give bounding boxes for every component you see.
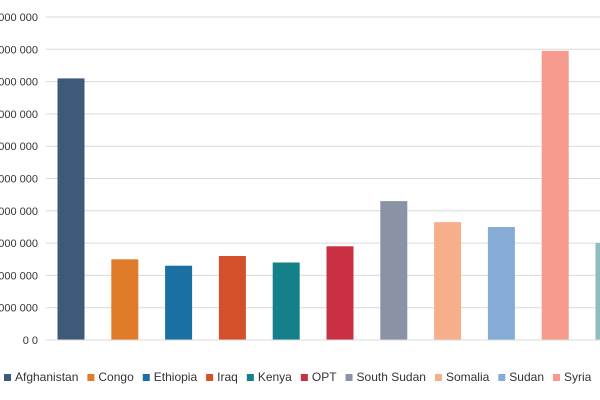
legend-marker-opt <box>300 374 308 381</box>
y-tick-label: 0 0 <box>23 335 38 347</box>
bar-south-sudan <box>380 201 408 340</box>
legend-label: OPT <box>312 370 337 384</box>
y-axis-tick-labels: 0 0 1 000 000 2 000 000 3 000 000 4 000 000 5… <box>0 12 38 347</box>
legend: Afghanistan Congo Ethiopia Iraq Kenya OPT Sout… <box>4 370 592 384</box>
y-tick-label: 7 000 000 <box>0 109 38 121</box>
legend-marker-somalia <box>434 374 442 381</box>
y-tick-label: 3 000 000 <box>0 238 38 250</box>
bar-kenya <box>272 262 300 340</box>
legend-marker-kenya <box>246 374 254 381</box>
legend-label: Iraq <box>217 370 238 384</box>
gridlines <box>46 16 600 309</box>
legend-label: Ethiopia <box>154 370 198 384</box>
bars <box>57 50 600 341</box>
y-tick-label: 4 000 000 <box>0 206 38 218</box>
legend-marker-iraq <box>206 374 214 381</box>
y-tick-label: 2 000 000 <box>0 270 38 282</box>
bar-somalia <box>434 222 462 340</box>
y-tick-label: 9 000 000 <box>0 44 38 56</box>
bar-opt <box>326 246 354 340</box>
legend-marker-sudan <box>498 374 506 381</box>
legend-label: South Sudan <box>357 370 426 384</box>
legend-marker-south-sudan <box>345 374 353 381</box>
y-tick-label: 10 000 000 <box>0 12 38 24</box>
legend-marker-congo <box>87 374 95 381</box>
legend-marker-syria <box>553 374 560 381</box>
y-tick-label: 8 000 000 <box>0 77 38 89</box>
legend-label: Sudan <box>509 370 544 384</box>
y-tick-label: 5 000 000 <box>0 174 38 186</box>
legend-label: Afghanistan <box>15 370 78 384</box>
y-tick-label: 1 000 000 <box>0 303 38 315</box>
legend-marker-ethiopia <box>142 374 150 381</box>
bar-yemen <box>595 243 600 340</box>
legend-label: Syria <box>564 370 592 384</box>
bar-iraq <box>218 256 246 340</box>
bar-sudan <box>487 227 515 340</box>
bar-afghanistan <box>57 78 85 341</box>
bar-congo <box>111 259 139 341</box>
bar-syria <box>541 50 569 341</box>
bar-ethiopia <box>165 265 193 340</box>
y-tick-label: 6 000 000 <box>0 141 38 153</box>
legend-marker-afghanistan <box>4 374 11 381</box>
legend-label: Somalia <box>446 370 490 384</box>
legend-label: Congo <box>98 370 134 384</box>
legend-label: Kenya <box>258 370 292 384</box>
